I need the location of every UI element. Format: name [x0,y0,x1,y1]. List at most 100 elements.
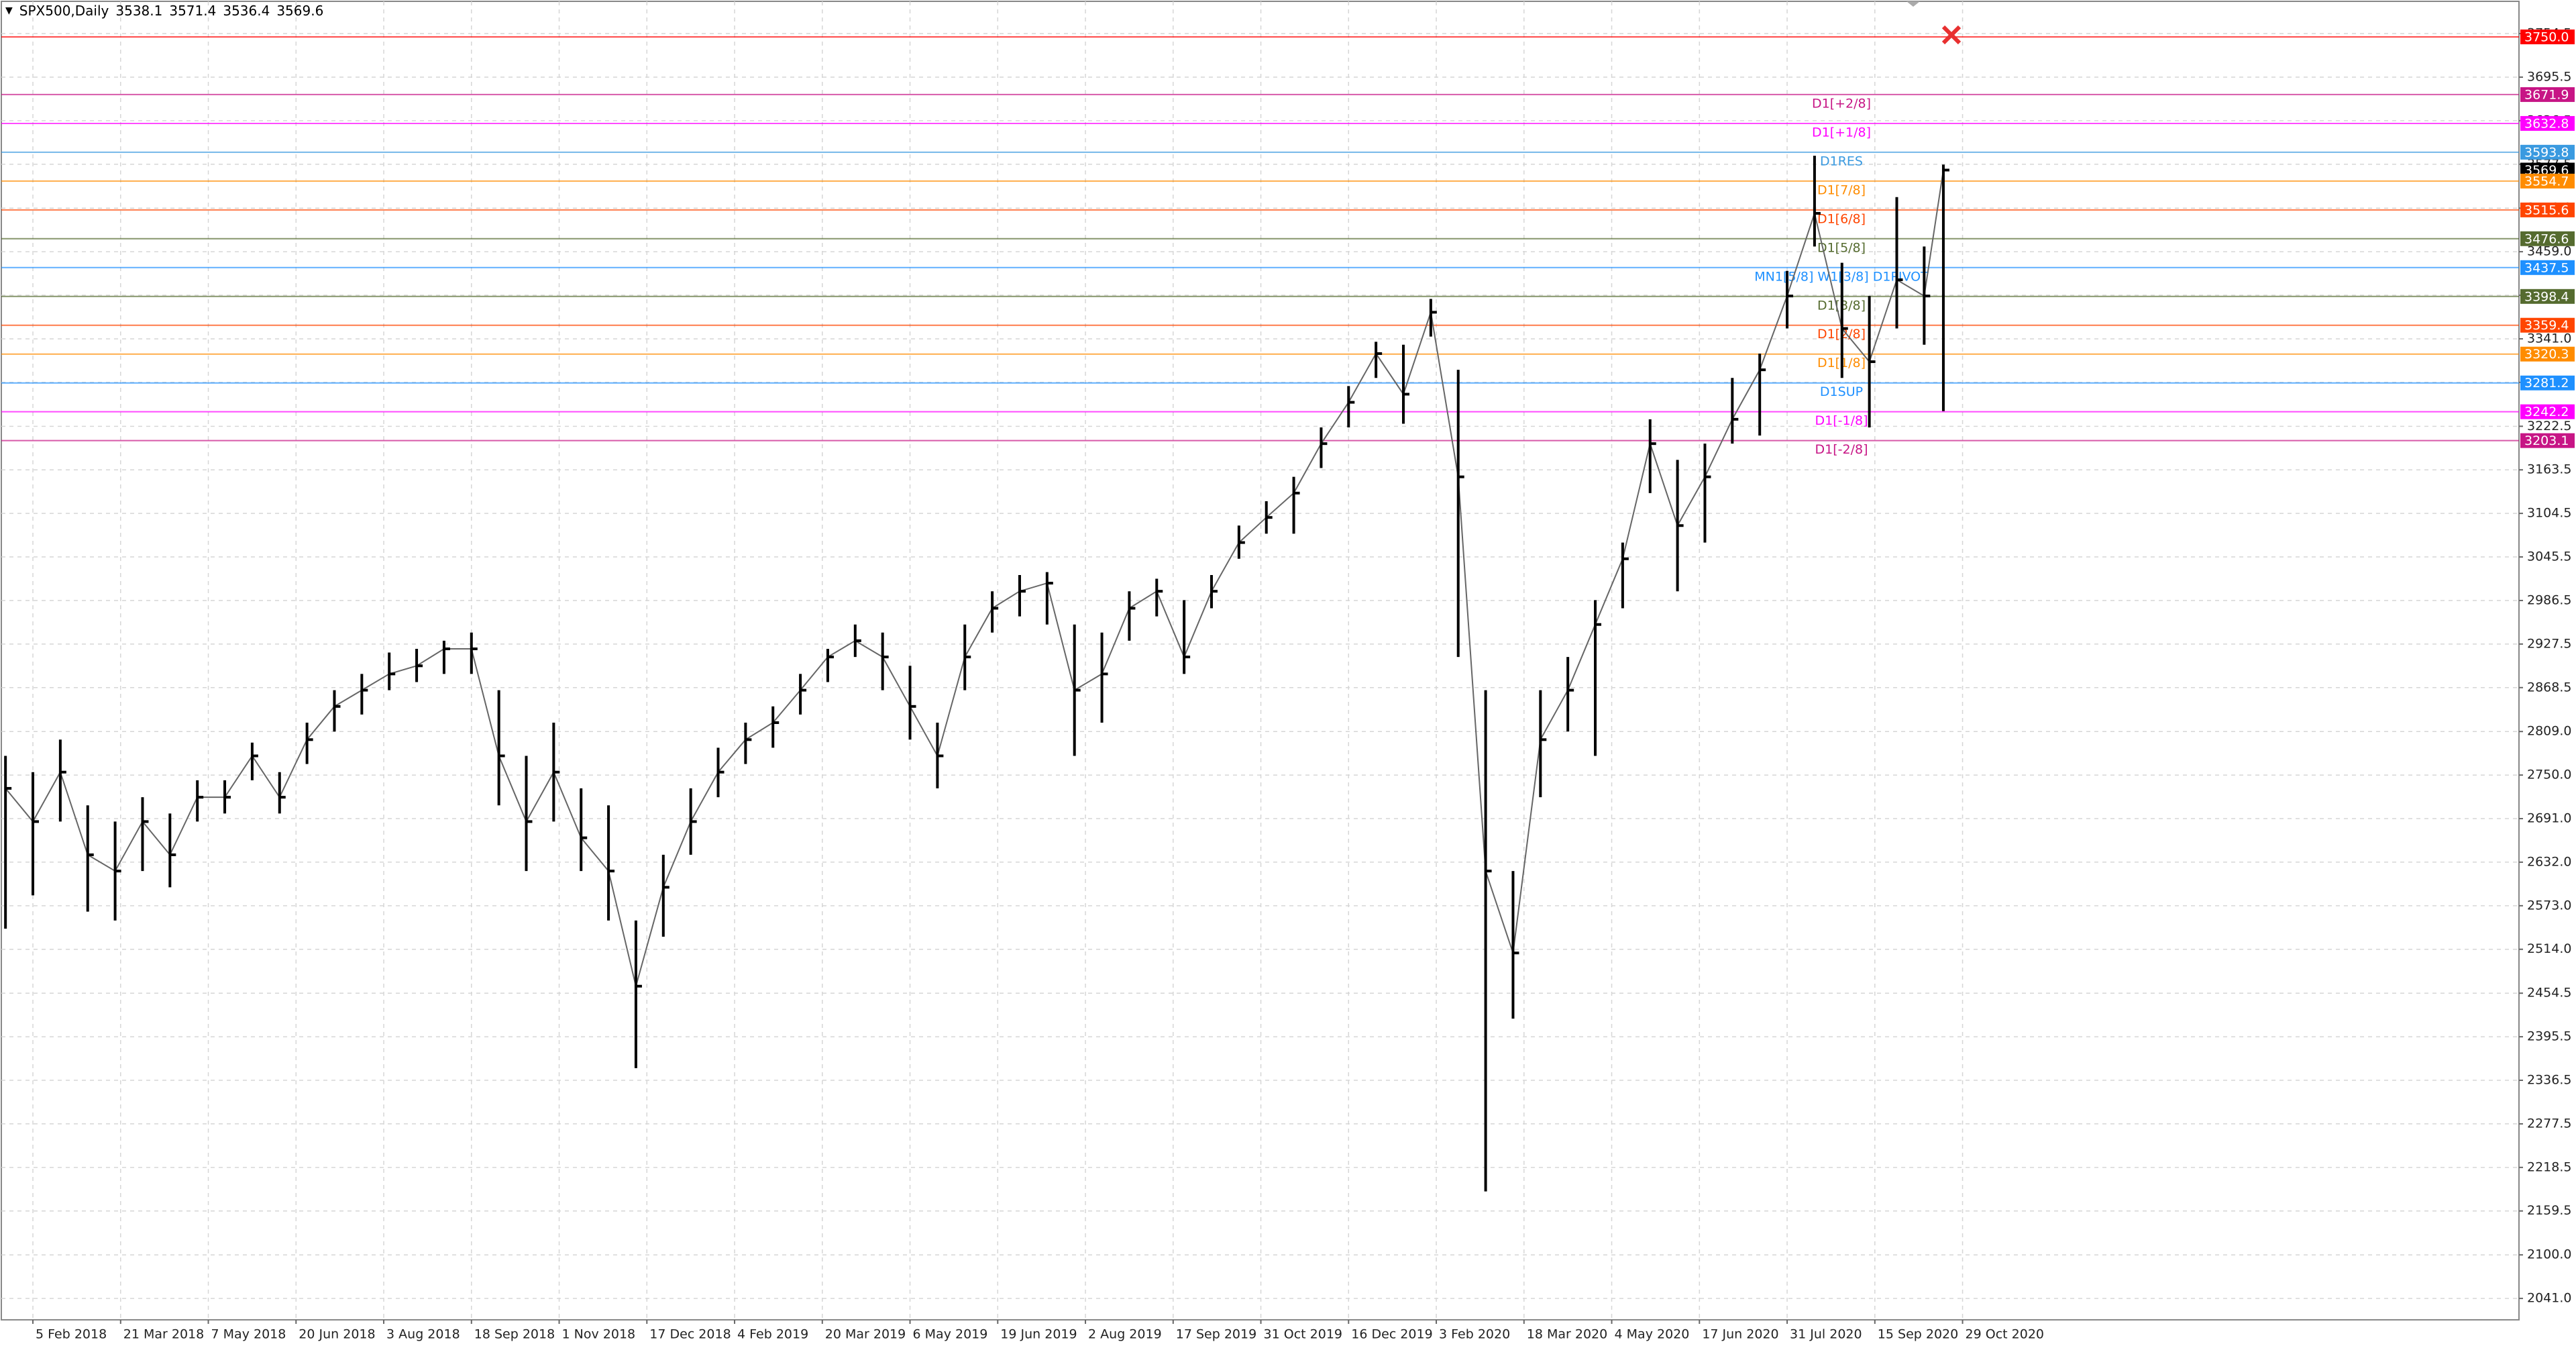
x-tick-label: 5 Feb 2018 [36,1327,107,1342]
level-name: D1[5/8] [1817,240,1866,255]
level-price: 3398.4 [2524,289,2569,304]
y-tick-label: 2750.0 [2527,768,2571,782]
level-price-box [2520,173,2575,189]
y-tick-label: 2986.5 [2527,592,2571,607]
axes: 3754.53695.53636.53577.53518.03459.03400… [32,26,2575,1342]
level-price-box [2520,202,2575,217]
level-price-box [2520,231,2575,246]
level-price-box [2520,433,2575,448]
y-tick-label: 2573.0 [2527,898,2571,913]
x-tick-label: 20 Jun 2018 [299,1327,375,1342]
level-name: D1[+1/8] [1812,125,1871,140]
x-tick-label: 31 Jul 2020 [1790,1327,1862,1342]
x-tick-label: 2 Aug 2019 [1088,1327,1162,1342]
x-tick-label: 31 Oct 2019 [1264,1327,1342,1342]
bars [4,156,1949,1192]
x-tick-label: 20 Mar 2019 [825,1327,906,1342]
y-tick-label: 3222.5 [2527,419,2571,433]
x-tick-label: 17 Sep 2019 [1176,1327,1256,1342]
y-tick-label: 3695.5 [2527,69,2571,84]
header-close: 3569.6 [276,3,324,19]
y-tick-label: 2041.0 [2527,1291,2571,1306]
level-price: 3593.8 [2524,145,2569,160]
x-tick-label: 7 May 2018 [211,1327,286,1342]
y-tick-label: 2218.5 [2527,1159,2571,1174]
level-name: D1[-1/8] [1815,413,1868,428]
y-tick-label: 3341.0 [2527,331,2571,346]
level-name: D1[6/8] [1817,211,1866,226]
level-name: D1SUP [1820,384,1863,399]
level-price: 3437.5 [2524,260,2569,275]
level-name: D1[+2/8] [1812,96,1871,111]
level-price: 3554.7 [2524,174,2569,189]
level-price-box [2520,260,2575,275]
y-tick-label: 2100.0 [2527,1247,2571,1262]
header-open: 3538.1 [115,3,163,19]
y-tick-label: 2868.5 [2527,680,2571,694]
y-tick-label: 2927.5 [2527,636,2571,651]
x-tick-label: 4 Feb 2019 [737,1327,808,1342]
level-price-box [2520,346,2575,362]
plot-frame [1,1,2520,1321]
y-tick-label: 2454.5 [2527,986,2571,1000]
level-price: 3671.9 [2524,87,2569,102]
level-price: 3750.0 [2524,30,2569,45]
level-price: 3203.1 [2524,433,2569,448]
level-price: 3320.3 [2524,347,2569,362]
x-tick-label: 21 Mar 2018 [123,1327,204,1342]
x-tick-label: 3 Feb 2020 [1439,1327,1510,1342]
grid [1,1,2519,1320]
level-price-box [2520,317,2575,333]
level-price: 3632.8 [2524,116,2569,131]
level-price-box [2520,404,2575,419]
x-tick-label: 6 May 2019 [913,1327,988,1342]
close-line [5,170,1944,987]
level-price-box [2520,115,2575,131]
y-tick-label: 2691.0 [2527,811,2571,826]
x-tick-label: 16 Dec 2019 [1351,1327,1432,1342]
level-name: D1[7/8] [1817,183,1866,197]
x-tick-label: 29 Oct 2020 [1966,1327,2044,1342]
level-price-box [2520,375,2575,391]
level-price: 3281.2 [2524,376,2569,391]
x-tick-label: 15 Sep 2020 [1878,1327,1958,1342]
y-tick-label: 3045.5 [2527,550,2571,564]
x-tick-label: 17 Dec 2018 [649,1327,731,1342]
y-tick-label: 2632.0 [2527,854,2571,869]
symbol: SPX500,Daily [19,3,109,19]
level-name: D1RES [1820,154,1863,168]
y-tick-label: 2395.5 [2527,1029,2571,1044]
x-tick-label: 3 Aug 2018 [386,1327,460,1342]
header-high: 3571.4 [169,3,217,19]
y-tick-label: 3459.0 [2527,244,2571,259]
x-tick-label: 19 Jun 2019 [1000,1327,1077,1342]
header-low: 3536.4 [223,3,270,19]
x-tick-label: 1 Nov 2018 [562,1327,636,1342]
x-tick-label: 4 May 2020 [1615,1327,1690,1342]
x-tick-label: 18 Sep 2018 [474,1327,555,1342]
level-price: 3242.2 [2524,405,2569,419]
y-tick-label: 2336.5 [2527,1073,2571,1088]
header-arrow: ▼ [5,5,13,16]
level-price-box [2520,87,2575,102]
y-tick-label: 2514.0 [2527,941,2571,956]
chart-header: ▼ SPX500,Daily 3538.1 3571.4 3536.4 3569… [5,3,323,19]
level-price-box [2520,144,2575,160]
close-icon[interactable] [1941,25,1962,45]
x-tick-label: 18 Mar 2020 [1527,1327,1607,1342]
level-price: 3359.4 [2524,318,2569,333]
level-price: 3476.6 [2524,231,2569,246]
x-tick-label: 17 Jun 2020 [1702,1327,1778,1342]
y-tick-label: 2277.5 [2527,1116,2571,1131]
level-name: D1[-2/8] [1815,442,1868,457]
shift-marker [1907,1,1920,7]
y-tick-label: 2159.5 [2527,1203,2571,1218]
level-price-box [2520,289,2575,304]
y-tick-label: 3163.5 [2527,462,2571,477]
y-tick-label: 3104.5 [2527,506,2571,521]
y-tick-label: 2809.0 [2527,724,2571,739]
level-price-box [2520,30,2575,45]
